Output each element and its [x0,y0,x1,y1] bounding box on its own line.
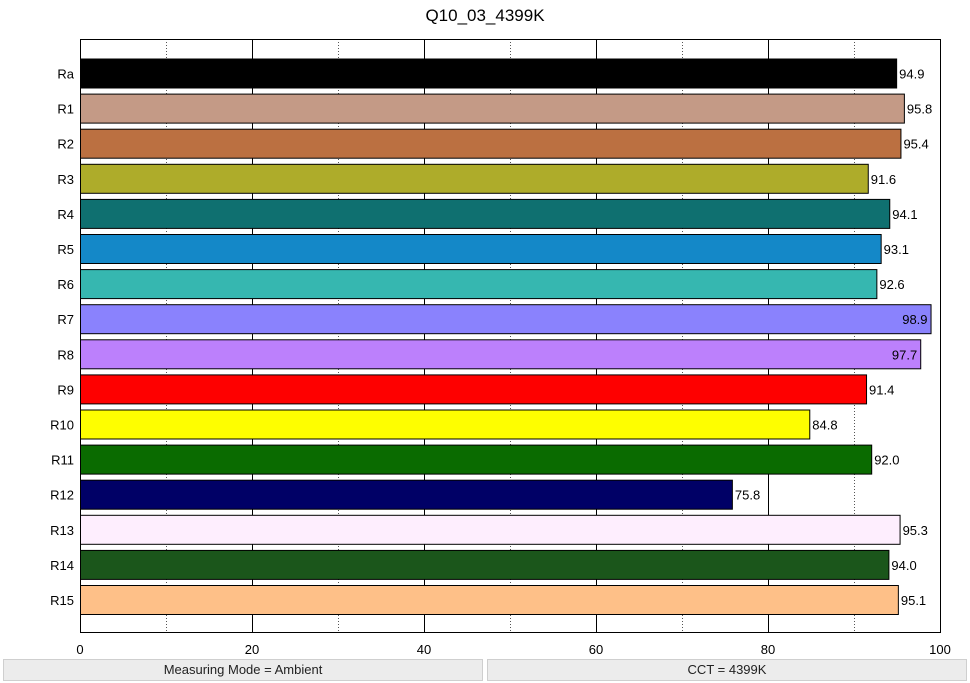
data-label-r13: 95.3 [903,523,928,538]
y-tick-label: R7 [57,312,74,327]
plot-frame [80,39,941,633]
bar-r13 [80,514,901,545]
y-tick-label: R10 [50,418,74,433]
data-label-r15: 95.1 [901,593,926,608]
y-tick-label: R12 [50,488,74,503]
bar-chart: Ra R1 R2 R3 R4 R5 R6 R7 R8 R9 R10 R11 R12 R13 R14 R15 0… [50,39,951,657]
data-label-r7: 98.9 [902,312,927,327]
bar-r3 [80,163,869,194]
data-label-r6: 92.6 [879,277,904,292]
data-label-r10: 84.8 [812,418,837,433]
y-tick-label: R14 [50,558,74,573]
x-tick-label: 40 [417,642,431,657]
y-tick-label: R9 [57,382,74,397]
data-label-r1: 95.8 [907,102,932,117]
bar-r7 [80,304,932,335]
y-tick-label: R4 [57,207,74,222]
y-tick-label: R1 [57,102,74,117]
bar-ra [80,58,898,89]
x-tick-labels: 0 20 40 60 80 100 [76,642,950,657]
data-label-r11: 92.0 [874,453,899,468]
y-tick-label: R5 [57,242,74,257]
y-tick-label: R3 [57,172,74,187]
y-tick-label: R15 [50,593,74,608]
bar-r2 [80,128,902,159]
x-tick-label: 60 [589,642,603,657]
bar-r12 [80,479,733,510]
bar-r9 [80,374,868,405]
bars [80,58,932,615]
chart-title: Q10_03_4399K [425,6,545,25]
bar-r15 [80,585,899,615]
data-label-r3: 91.6 [871,172,896,187]
measuring-mode-status: Measuring Mode = Ambient [3,659,483,681]
bar-r1 [80,93,905,124]
data-label-r5: 93.1 [884,242,909,257]
y-tick-label: R8 [57,347,74,362]
data-label-r2: 95.4 [903,137,928,152]
y-tick-label: R11 [51,453,74,468]
bar-r11 [80,444,873,475]
bar-r8 [80,339,922,370]
x-tick-label: 80 [761,642,775,657]
y-tick-label: R6 [57,277,74,292]
y-tick-label: R13 [50,523,74,538]
bar-r4 [80,198,891,229]
x-tick-label: 100 [929,642,951,657]
data-label-r12: 75.8 [735,488,760,503]
data-label-r4: 94.1 [892,207,917,222]
data-label-r9: 91.4 [869,382,894,397]
y-tick-label: R2 [57,137,74,152]
data-labels: 94.9 95.8 95.4 91.6 94.1 93.1 92.6 98.9 97.7 91.4… [735,67,932,609]
x-tick-label: 20 [245,642,259,657]
data-label-r14: 94.0 [891,558,916,573]
x-tick-label: 0 [76,642,83,657]
bar-r14 [80,549,890,580]
y-tick-labels: Ra R1 R2 R3 R4 R5 R6 R7 R8 R9 R10 R11 R12 R13 R14 R15 [50,67,75,609]
bar-r6 [80,269,878,300]
y-tick-label: Ra [57,67,74,82]
data-label-ra: 94.9 [899,67,924,82]
bar-r5 [80,234,882,264]
data-label-r8: 97.7 [892,347,917,362]
cct-status: CCT = 4399K [487,659,967,681]
bar-r10 [80,409,811,440]
